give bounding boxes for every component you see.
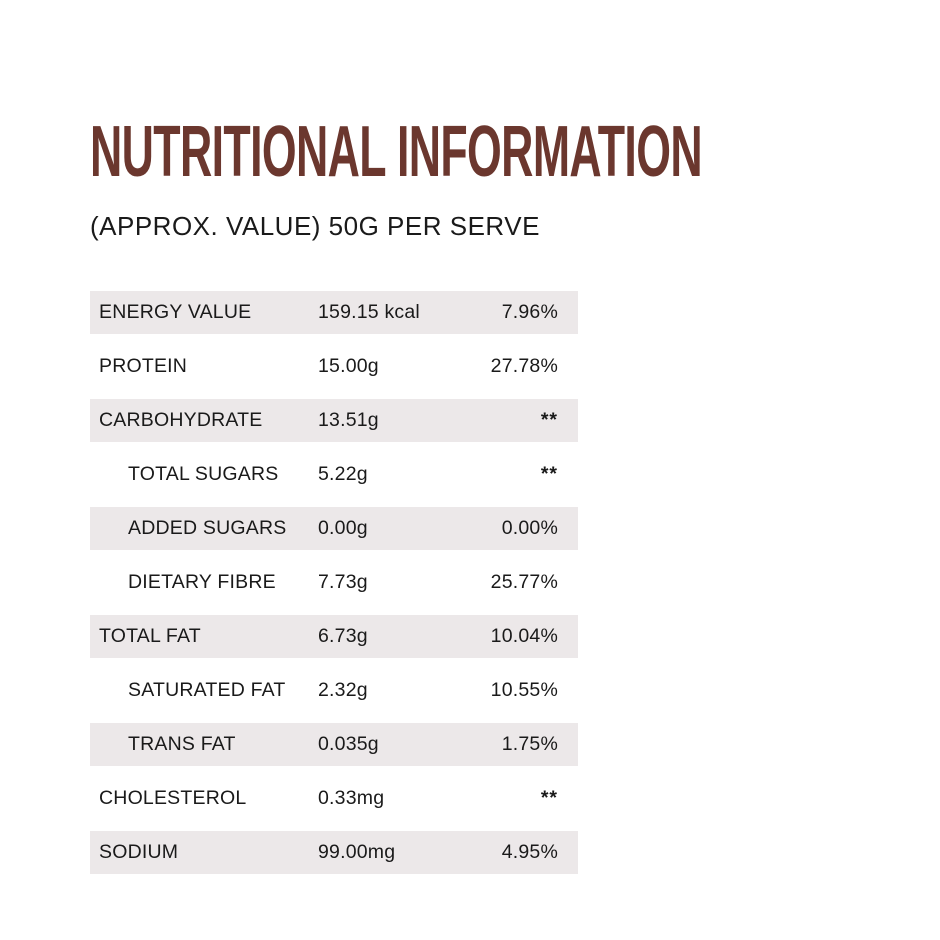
- percent-value: 10.04%: [490, 625, 558, 647]
- amount-value: 7.73g: [318, 571, 368, 593]
- nutrition-panel: NUTRITIONAL INFORMATION (APPROX. VALUE) …: [90, 122, 850, 885]
- percent-value: 0.00%: [501, 517, 558, 539]
- table-row: ADDED SUGARS 0.00g 0.00%: [90, 507, 578, 550]
- amount-value: 6.73g: [318, 625, 368, 647]
- nutrition-table: ENERGY VALUE 159.15 kcal 7.96% PROTEIN 1…: [90, 291, 578, 874]
- amount-value: 99.00mg: [318, 841, 396, 863]
- page-title: NUTRITIONAL INFORMATION: [90, 122, 702, 182]
- table-row: TOTAL SUGARS 5.22g **: [90, 453, 578, 496]
- nutrient-label: SATURATED FAT: [128, 679, 286, 701]
- percent-value: **: [540, 463, 558, 485]
- nutrient-label: TOTAL SUGARS: [128, 463, 279, 485]
- nutrient-label: DIETARY FIBRE: [128, 571, 276, 593]
- nutrient-label: CHOLESTEROL: [99, 787, 247, 809]
- nutrient-label: TOTAL FAT: [99, 625, 201, 647]
- nutrient-label: PROTEIN: [99, 355, 188, 377]
- percent-value: 10.55%: [490, 679, 558, 701]
- table-row: SODIUM 99.00mg 4.95%: [90, 831, 578, 874]
- table-row: ENERGY VALUE 159.15 kcal 7.96%: [90, 291, 578, 334]
- table-row: PROTEIN 15.00g 27.78%: [90, 345, 578, 388]
- table-row: SATURATED FAT 2.32g 10.55%: [90, 669, 578, 712]
- table-row: TOTAL FAT 6.73g 10.04%: [90, 615, 578, 658]
- serving-subtitle: (APPROX. VALUE) 50G PER SERVE: [90, 211, 540, 241]
- amount-value: 0.035g: [318, 733, 379, 755]
- percent-value: 25.77%: [490, 571, 558, 593]
- amount-value: 15.00g: [318, 355, 379, 377]
- page-title-svg: NUTRITIONAL INFORMATION: [90, 122, 703, 182]
- nutrient-label: SODIUM: [99, 841, 179, 863]
- table-row: DIETARY FIBRE 7.73g 25.77%: [90, 561, 578, 604]
- amount-value: 5.22g: [318, 463, 368, 485]
- amount-value: 0.33mg: [318, 787, 385, 809]
- amount-value: 159.15 kcal: [318, 301, 420, 323]
- amount-value: 0.00g: [318, 517, 368, 539]
- table-row: CHOLESTEROL 0.33mg **: [90, 777, 578, 820]
- percent-value: 27.78%: [490, 355, 558, 377]
- table-row: TRANS FAT 0.035g 1.75%: [90, 723, 578, 766]
- percent-value: **: [540, 409, 558, 431]
- amount-value: 2.32g: [318, 679, 368, 701]
- table-row: CARBOHYDRATE 13.51g **: [90, 399, 578, 442]
- nutrient-label: TRANS FAT: [128, 733, 236, 755]
- amount-value: 13.51g: [318, 409, 379, 431]
- nutrient-label: ENERGY VALUE: [99, 301, 252, 323]
- nutrient-label: CARBOHYDRATE: [99, 409, 263, 431]
- percent-value: 4.95%: [501, 841, 558, 863]
- percent-value: 7.96%: [501, 301, 558, 323]
- nutrient-label: ADDED SUGARS: [128, 517, 287, 539]
- percent-value: 1.75%: [501, 733, 558, 755]
- percent-value: **: [540, 787, 558, 809]
